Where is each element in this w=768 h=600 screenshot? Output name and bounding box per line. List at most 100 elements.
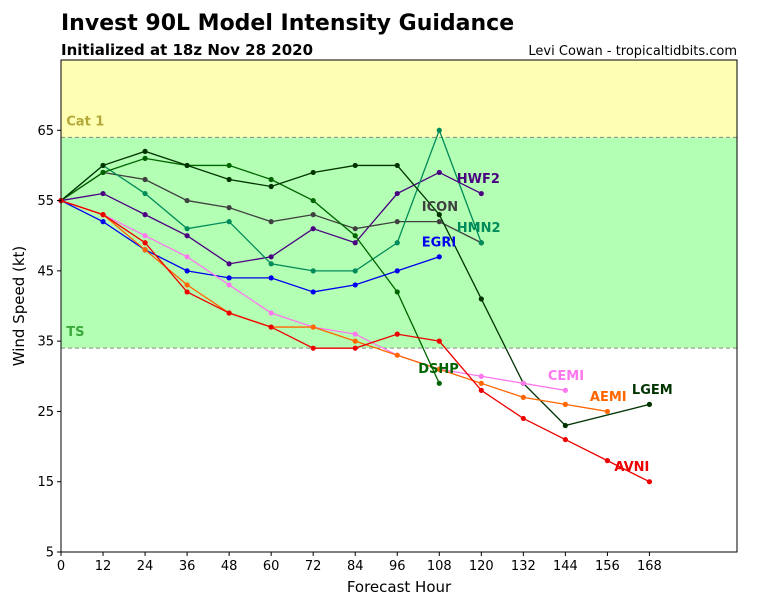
data-point-hwf2: [310, 226, 316, 232]
data-point-cemi: [184, 254, 190, 260]
data-point-hmn2: [142, 190, 148, 197]
data-point-cemi: [226, 282, 232, 288]
data-point-egri: [184, 268, 190, 274]
data-point-hmn2: [226, 219, 232, 225]
data-point-lgem: [394, 162, 400, 169]
data-point-hwf2: [142, 212, 148, 218]
y-axis-label: Wind Speed (kt): [10, 246, 28, 367]
data-point-hwf2: [226, 261, 232, 267]
data-point-lgem: [100, 162, 106, 169]
x-tick-label: 60: [263, 559, 280, 574]
series-label-lgem: LGEM: [632, 383, 673, 398]
data-point-cemi: [142, 233, 148, 239]
x-tick-label: 96: [389, 559, 406, 574]
data-point-dshp: [226, 162, 232, 169]
x-tick-label: 132: [511, 559, 536, 574]
data-point-egri: [268, 275, 274, 281]
plot-frame: [60, 59, 738, 553]
plot-area: TS Cat 1 HWF2 ICON HMN2 DSHP LGEM EGRI CEMI AEMI A…: [37, 59, 738, 574]
data-point-lgem: [436, 212, 442, 218]
data-point-aemi: [604, 408, 611, 415]
data-point-avni: [562, 436, 568, 443]
data-point-aemi: [478, 380, 484, 386]
data-point-lgem: [184, 162, 190, 169]
y-tick-label: 35: [37, 335, 54, 350]
data-point-lgem: [352, 162, 358, 169]
series-label-avni: AVNI: [614, 460, 649, 475]
data-point-dshp: [394, 289, 400, 295]
data-point-dshp: [142, 155, 148, 161]
series-label-hwf2: HWF2: [457, 172, 500, 187]
data-point-hwf2: [268, 254, 274, 260]
x-axis-label: Forecast Hour: [347, 578, 452, 596]
data-point-avni: [478, 387, 484, 393]
data-point-hwf2: [394, 190, 400, 197]
data-point-avni: [142, 240, 148, 246]
data-point-icon: [394, 219, 400, 225]
x-tick-label: 24: [137, 559, 154, 574]
data-point-hwf2: [436, 169, 442, 176]
data-point-avni: [226, 310, 232, 316]
data-point-avni: [100, 212, 106, 218]
data-point-avni: [268, 324, 274, 330]
data-point-hwf2: [478, 190, 484, 197]
data-point-hmn2: [352, 268, 358, 274]
data-point-dshp: [268, 176, 274, 183]
data-point-icon: [268, 219, 274, 225]
x-tick-label: 156: [595, 559, 620, 574]
data-point-lgem: [310, 169, 316, 176]
series-line-lgem: [60, 150, 650, 427]
chart-title: Invest 90L Model Intensity Guidance: [61, 11, 514, 36]
x-tick-label: 120: [469, 559, 494, 574]
series-hwf2: [58, 169, 484, 267]
data-point-lgem: [562, 422, 568, 429]
data-point-cemi: [268, 310, 274, 316]
series-icon: [58, 169, 484, 246]
data-point-avni: [436, 338, 442, 344]
series-label-aemi: AEMI: [590, 390, 627, 405]
data-point-icon: [436, 219, 442, 225]
data-point-hmn2: [478, 240, 484, 246]
data-point-lgem: [142, 148, 148, 154]
data-point-icon: [310, 212, 316, 218]
data-point-aemi: [520, 394, 526, 400]
data-point-icon: [352, 226, 358, 232]
series-label-hmn2: HMN2: [457, 221, 501, 236]
series-line-dshp: [60, 157, 440, 384]
x-tick-label: 168: [637, 559, 662, 574]
series-lgem: [58, 148, 653, 429]
x-tick-label: 0: [57, 559, 65, 574]
x-tick-label: 36: [179, 559, 196, 574]
data-point-egri: [100, 219, 106, 225]
y-tick-label: 55: [37, 194, 54, 209]
data-point-dshp: [310, 197, 316, 204]
data-point-egri: [394, 268, 400, 274]
x-tick-label: 108: [427, 559, 452, 574]
data-point-lgem: [226, 176, 232, 183]
series-label-cemi: CEMI: [548, 369, 584, 384]
data-point-hmn2: [268, 261, 274, 267]
series-label-egri: EGRI: [422, 235, 456, 250]
data-point-avni: [352, 345, 358, 351]
x-tick-label: 48: [221, 559, 238, 574]
data-point-aemi: [352, 338, 358, 344]
data-point-dshp: [100, 169, 106, 176]
data-point-cemi: [520, 380, 526, 386]
data-point-aemi: [310, 324, 316, 330]
data-point-avni: [310, 345, 316, 351]
band-label-cat-1: Cat 1: [66, 114, 104, 129]
data-point-icon: [142, 176, 148, 183]
data-point-aemi: [436, 366, 442, 372]
data-point-hwf2: [100, 190, 106, 197]
band-cat-1: [61, 60, 737, 138]
chart-subtitle: Initialized at 18z Nov 28 2020: [61, 41, 313, 59]
x-tick-label: 12: [95, 559, 112, 574]
y-tick-label: 5: [46, 546, 54, 561]
series-label-dshp: DSHP: [418, 362, 459, 377]
x-tick-label: 72: [305, 559, 322, 574]
data-point-hmn2: [310, 268, 316, 274]
data-point-lgem: [478, 296, 484, 302]
x-tick-label: 144: [553, 559, 578, 574]
data-point-icon: [226, 205, 232, 211]
data-point-icon: [184, 197, 190, 204]
